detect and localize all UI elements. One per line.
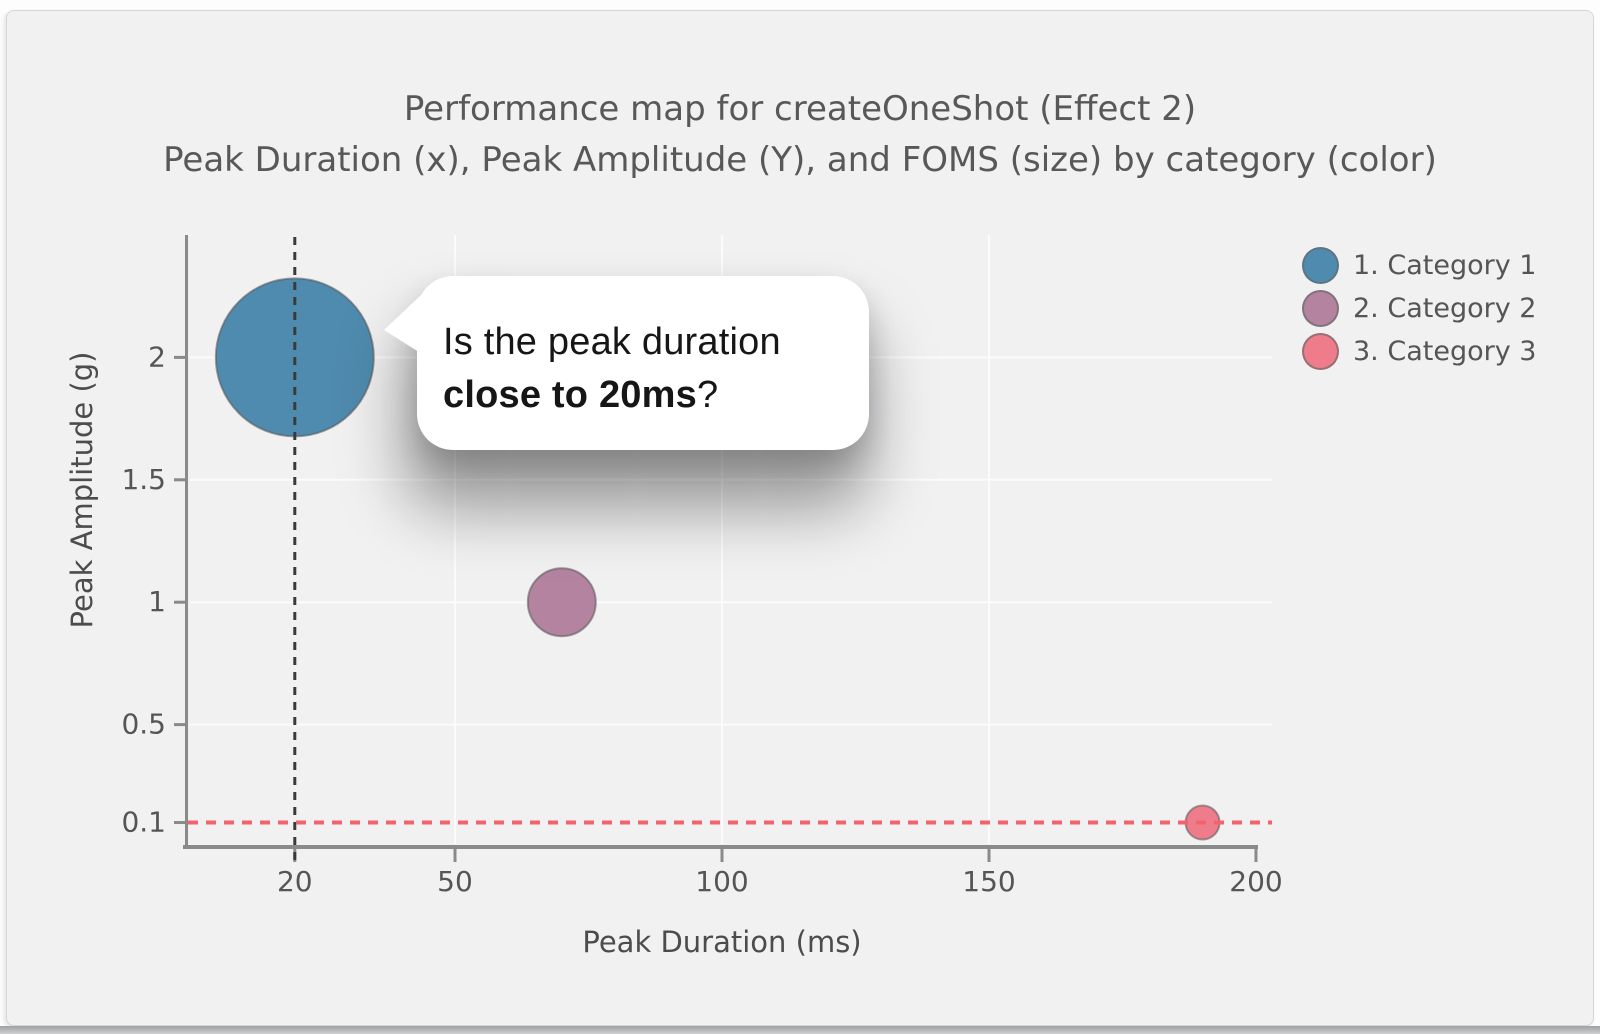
x-tick-label: 150 (962, 865, 1015, 898)
callout-tail-icon (384, 294, 422, 354)
callout-bubble: Is the peak duration close to 20ms? (384, 276, 869, 450)
category-2-swatch-icon (1302, 290, 1339, 327)
callout-text: Is the peak duration close to 20ms? (417, 276, 869, 422)
y-tick-label: 0.5 (121, 708, 166, 741)
y-axis-label: Peak Amplitude (g) (65, 352, 99, 629)
legend: 1. Category 1 2. Category 2 3. Category … (1302, 244, 1536, 373)
x-tick-label: 50 (437, 865, 473, 898)
callout-suffix: ? (696, 374, 719, 416)
legend-label: 3. Category 3 (1353, 336, 1537, 367)
legend-label: 2. Category 2 (1353, 293, 1537, 324)
x-tick-label: 100 (695, 865, 748, 898)
x-axis-label: Peak Duration (ms) (582, 925, 861, 959)
chart-header: Performance map for createOneShot (Effec… (40, 84, 1560, 186)
legend-item-category-1[interactable]: 1. Category 1 (1302, 244, 1536, 287)
legend-item-category-2[interactable]: 2. Category 2 (1302, 287, 1536, 330)
y-tick-label: 1 (148, 585, 166, 618)
y-tick-label: 1.5 (121, 463, 166, 496)
callout-line-2: close to 20ms? (443, 369, 849, 422)
callout-line-1: Is the peak duration (443, 321, 781, 363)
y-tick-label: 2 (148, 340, 166, 373)
legend-item-category-3[interactable]: 3. Category 3 (1302, 330, 1536, 373)
x-tick-label: 20 (277, 865, 313, 898)
x-tick-label: 200 (1229, 865, 1282, 898)
legend-label: 1. Category 1 (1353, 250, 1537, 281)
category-3-swatch-icon (1302, 333, 1339, 370)
chart-title: Performance map for createOneShot (Effec… (403, 89, 1197, 129)
category-1-swatch-icon (1302, 247, 1339, 284)
y-tick-label: 0.1 (121, 806, 166, 839)
chart-card (6, 10, 1594, 1026)
chart-subtitle: Peak Duration (x), Peak Amplitude (Y), a… (163, 140, 1437, 180)
bottom-edge (0, 1026, 1600, 1034)
bubble-category-2[interactable] (526, 567, 597, 638)
callout-bold: close to 20ms (443, 374, 697, 416)
